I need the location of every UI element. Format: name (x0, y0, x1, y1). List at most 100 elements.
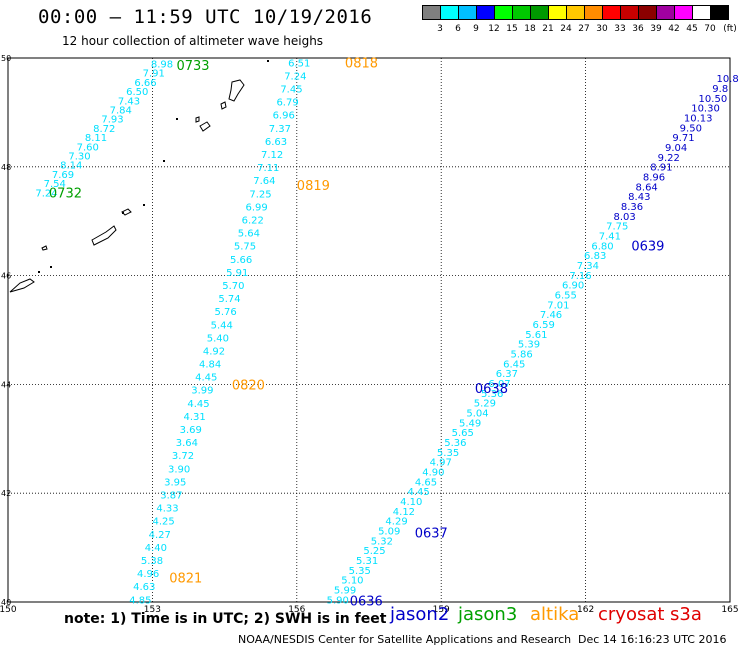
wave-height-value: 5.44 (211, 320, 233, 331)
wave-height-value: 8.11 (85, 133, 107, 144)
wave-height-value: 9.22 (658, 153, 680, 164)
wave-height-value: 7.60 (77, 142, 99, 153)
legend-tick-label: 30 (596, 24, 608, 34)
page-subtitle: 12 hour collection of altimeter wave hei… (62, 34, 324, 48)
wave-height-value: 7.93 (101, 115, 123, 126)
pass-time-label: 0639 (631, 240, 664, 255)
wave-height-value: 5.36 (444, 438, 466, 449)
wave-height-value: 5.35 (349, 566, 371, 577)
wave-height-value: 4.31 (183, 412, 205, 423)
wave-height-value: 10.50 (699, 94, 728, 105)
island-outline (228, 79, 245, 102)
wave-height-value: 9.04 (665, 143, 687, 154)
wave-height-value: 3.87 (160, 491, 182, 502)
legend-tick-label: 6 (455, 24, 461, 34)
pass-time-label: 0820 (232, 378, 265, 393)
wave-height-value: 3.90 (168, 464, 190, 475)
wave-height-value: 6.90 (562, 281, 584, 292)
wave-height-value: 5.86 (510, 349, 532, 360)
longitude-label: 150 (0, 605, 17, 615)
pass-time-label: 0733 (176, 59, 209, 74)
pass-time-labels: 0733 0732 0818 0819 0820 0821 0639 0638 0637 0636 (49, 56, 665, 609)
wave-height-value: 9.8 (712, 84, 728, 95)
wave-height-value: 8.98 (151, 59, 173, 70)
wave-height-value: 7.34 (577, 261, 599, 272)
wave-height-value: 10.13 (684, 113, 713, 124)
legend-tick-label: 42 (668, 24, 680, 34)
wave-height-value: 7.84 (110, 105, 132, 116)
wave-height-value: 5.74 (218, 294, 240, 305)
satellite-name-s3a: s3a (670, 604, 702, 625)
satellite-name-jason2: jason2 (390, 604, 450, 625)
wave-height-value: 7.54 (44, 179, 66, 190)
legend-tick-label: 24 (560, 24, 572, 34)
wave-height-value: 10.30 (691, 104, 720, 115)
legend-tick-label: 70 (704, 24, 716, 34)
wave-height-value: 6.50 (126, 87, 148, 98)
wave-height-value: 9.50 (680, 123, 702, 134)
latitude-label: 48 (1, 163, 11, 172)
legend-swatch (710, 5, 729, 20)
wave-height-value: 5.90 (327, 595, 349, 606)
wave-height-value: 4.63 (133, 582, 155, 593)
wave-height-value: 6.22 (242, 216, 264, 227)
wave-height-value: 5.31 (356, 556, 378, 567)
wave-height-value: 7.25 (249, 189, 271, 200)
wave-height-value: 8.03 (613, 212, 635, 223)
legend-tick-label: 36 (632, 24, 644, 34)
wave-height-value: 4.29 (385, 517, 407, 528)
wave-height-value: 5.32 (371, 536, 393, 547)
wave-height-value: 4.96 (137, 569, 159, 580)
wave-height-value: 3.99 (191, 386, 213, 397)
wave-height-value: 5.66 (230, 255, 252, 266)
island-outline (220, 101, 227, 110)
wave-height-value: 8.64 (636, 182, 658, 193)
wave-height-value: 5.39 (518, 340, 540, 351)
island-outline (91, 225, 117, 246)
wave-height-value: 7.01 (547, 300, 569, 311)
wave-height-value: 3.69 (180, 425, 202, 436)
wave-height-value: 4.45 (187, 399, 209, 410)
wave-height-value: 7.64 (253, 176, 275, 187)
wave-height-value: 5.29 (474, 399, 496, 410)
wave-height-value: 4.85 (129, 595, 151, 606)
wave-height-value: 7.75 (606, 222, 628, 233)
wave-height-value: 5.49 (459, 418, 481, 429)
wave-height-value: 4.40 (145, 543, 167, 554)
wave-height-value: 5.75 (234, 242, 256, 253)
island-outline (195, 116, 200, 123)
legend-unit: (ft) (723, 24, 737, 34)
wave-height-value: 7.24 (284, 71, 306, 82)
pass-time-label: 0819 (297, 179, 330, 194)
wave-height-value: 7.46 (540, 310, 562, 321)
wave-height-value: 8.36 (621, 202, 643, 213)
pass-time-label: 0638 (475, 382, 508, 397)
wave-height-value: 3.95 (164, 477, 186, 488)
wave-height-value: 7.69 (52, 170, 74, 181)
wave-height-value: 8.72 (93, 124, 115, 135)
legend-tick-label: 3 (437, 24, 443, 34)
legend-tick-label: 45 (686, 24, 698, 34)
wave-height-value: 5.64 (238, 229, 260, 240)
legend-tick-label: 39 (650, 24, 662, 34)
island-outline (199, 121, 211, 132)
wave-height-value: 8.96 (643, 172, 665, 183)
wave-height-value: 5.25 (363, 546, 385, 557)
wave-height-value: 3.64 (176, 438, 198, 449)
latitude-label: 44 (1, 380, 11, 389)
map-frame (7, 57, 731, 603)
longitude-label: 159 (433, 605, 450, 615)
pass-time-label: 0821 (169, 572, 202, 587)
pass-time-label: 0637 (415, 526, 448, 541)
legend-tick-label: 15 (506, 24, 518, 34)
wave-height-value: 4.45 (195, 373, 217, 384)
wave-height-value: 6.07 (488, 379, 510, 390)
wave-height-value: 6.37 (496, 369, 518, 380)
altimeter-tracks: 8.987.916.666.507.437.847.938.728.117.60… (35, 58, 738, 606)
wave-height-value: 4.33 (156, 504, 178, 515)
latitude-label: 50 (1, 54, 11, 63)
wave-height-value: 5.99 (334, 585, 356, 596)
wave-height-value: 6.80 (591, 241, 613, 252)
wave-height-value: 6.45 (503, 359, 525, 370)
